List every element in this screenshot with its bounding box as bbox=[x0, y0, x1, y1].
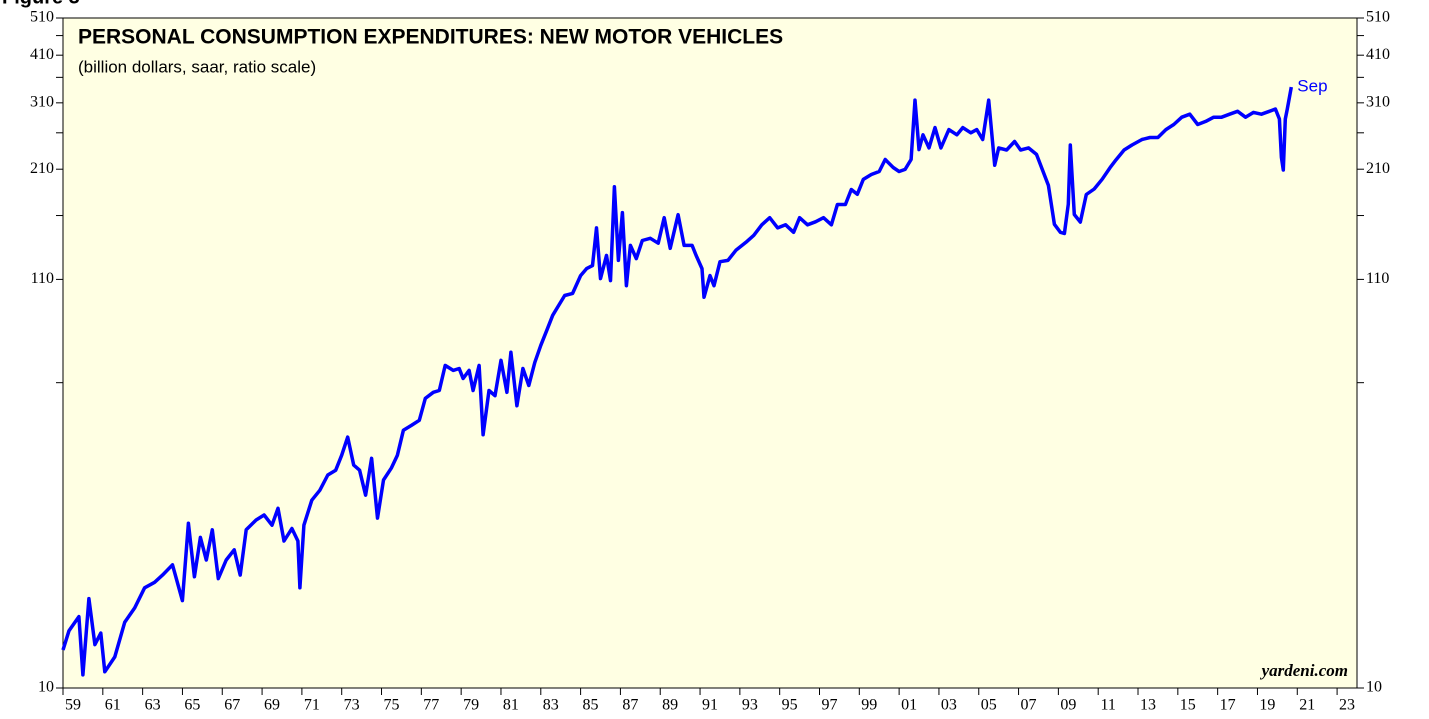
x-tick-label: 23 bbox=[1339, 697, 1355, 714]
x-tick-label: 69 bbox=[264, 697, 280, 714]
x-tick-label: 05 bbox=[981, 697, 997, 714]
y-tick-label: 210 bbox=[30, 160, 54, 177]
x-tick-label: 03 bbox=[941, 697, 957, 714]
y-tick-label: 410 bbox=[30, 46, 54, 63]
x-tick-label: 81 bbox=[503, 697, 519, 714]
figure-label: Figure 3 bbox=[2, 0, 80, 8]
y2-tick-label: 510 bbox=[1366, 9, 1390, 26]
x-tick-label: 73 bbox=[344, 697, 360, 714]
annotation: Sep bbox=[1297, 77, 1327, 96]
x-tick-label: 21 bbox=[1299, 697, 1315, 714]
series-line bbox=[61, 86, 1294, 677]
y-tick-label: 110 bbox=[31, 270, 54, 287]
x-tick-label: 09 bbox=[1060, 697, 1076, 714]
x-tick-label: 87 bbox=[622, 697, 638, 714]
y2-tick-label: 10 bbox=[1366, 679, 1382, 696]
x-tick-label: 11 bbox=[1100, 697, 1115, 714]
x-tick-label: 83 bbox=[543, 697, 559, 714]
y-tick-label: 510 bbox=[30, 9, 54, 26]
x-tick-label: 71 bbox=[304, 697, 320, 714]
x-tick-label: 01 bbox=[901, 697, 917, 714]
x-tick-label: 85 bbox=[583, 697, 599, 714]
x-tick-label: 59 bbox=[65, 697, 81, 714]
x-tick-label: 13 bbox=[1140, 697, 1156, 714]
x-tick-label: 61 bbox=[105, 697, 121, 714]
plot-area bbox=[62, 17, 1358, 689]
x-tick-label: 67 bbox=[224, 697, 240, 714]
chart-subtitle: (billion dollars, saar, ratio scale) bbox=[78, 57, 316, 76]
x-tick-label: 75 bbox=[383, 697, 399, 714]
source: yardeni.com bbox=[1260, 661, 1348, 680]
y2-tick-label: 410 bbox=[1366, 46, 1390, 63]
y-tick-label: 310 bbox=[30, 94, 54, 111]
x-tick-label: 95 bbox=[782, 697, 798, 714]
x-tick-label: 79 bbox=[463, 697, 479, 714]
x-tick-label: 07 bbox=[1021, 697, 1037, 714]
chart-title: PERSONAL CONSUMPTION EXPENDITURES: NEW M… bbox=[78, 26, 783, 49]
x-tick-label: 63 bbox=[145, 697, 161, 714]
x-tick-label: 93 bbox=[742, 697, 758, 714]
y-tick-label: 10 bbox=[38, 679, 54, 696]
x-tick-label: 99 bbox=[861, 697, 877, 714]
x-tick-label: 89 bbox=[662, 697, 678, 714]
x-tick-label: 17 bbox=[1220, 697, 1236, 714]
x-tick-label: 77 bbox=[423, 697, 439, 714]
x-tick-label: 65 bbox=[184, 697, 200, 714]
x-tick-label: 15 bbox=[1180, 697, 1196, 714]
y2-tick-label: 210 bbox=[1366, 160, 1390, 177]
x-tick-label: 19 bbox=[1259, 697, 1275, 714]
y2-tick-label: 110 bbox=[1366, 270, 1389, 287]
x-tick-label: 97 bbox=[821, 697, 837, 714]
y2-tick-label: 310 bbox=[1366, 94, 1390, 111]
x-tick-label: 91 bbox=[702, 697, 718, 714]
